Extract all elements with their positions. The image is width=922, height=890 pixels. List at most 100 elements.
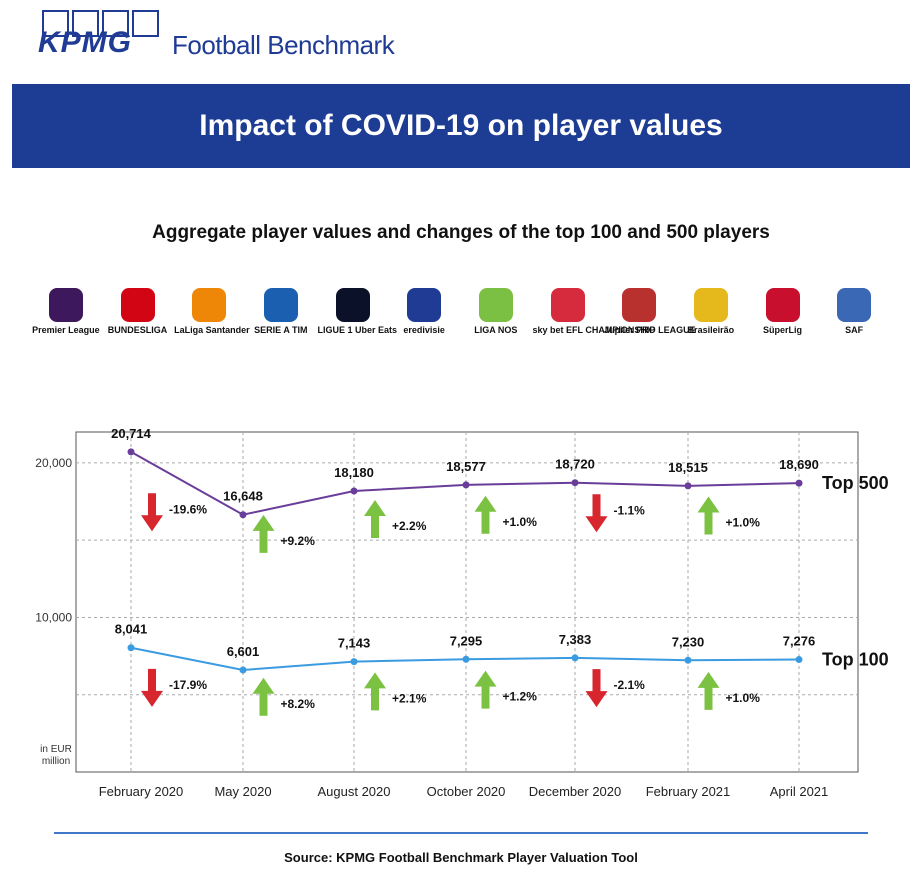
kpmg-boxes-icon: [42, 10, 159, 37]
league-crest-icon: [192, 288, 227, 322]
arrow-up-icon: [364, 672, 386, 711]
data-label: 18,515: [668, 460, 708, 475]
data-point: [571, 479, 579, 487]
change-label: +9.2%: [281, 534, 316, 548]
data-point: [239, 511, 247, 519]
change-label: -17.9%: [169, 678, 207, 692]
data-label: 6,601: [227, 644, 260, 659]
league-name: BUNDESLIGA: [107, 325, 168, 335]
data-label: 18,720: [555, 457, 595, 472]
league-name: LIGA NOS: [474, 325, 518, 335]
league-logo: SERIE A TIM: [246, 288, 316, 335]
league-name: LIGUE 1 Uber Eats: [317, 325, 398, 335]
change-label: +8.2%: [281, 697, 316, 711]
change-label: -2.1%: [614, 678, 646, 692]
data-point: [462, 655, 470, 663]
data-label: 7,143: [338, 636, 371, 651]
y-tick-label: 10,000: [35, 610, 72, 624]
league-crest-icon: [335, 288, 370, 322]
arrow-up-icon: [252, 514, 275, 553]
league-crest-icon: [263, 288, 298, 322]
data-label: 18,577: [446, 459, 486, 474]
y-unit-label-line1: in EUR: [40, 744, 72, 755]
arrow-down-icon: [141, 493, 163, 532]
data-point: [795, 479, 803, 487]
x-tick-label: April 2021: [770, 784, 829, 799]
brand-product: Football Benchmark: [172, 30, 395, 60]
data-label: 20,714: [111, 426, 152, 441]
data-label: 16,648: [223, 489, 263, 504]
data-label: 7,295: [450, 633, 483, 648]
series-name-label: Top 100: [822, 650, 889, 670]
arrow-down-icon: [141, 668, 163, 707]
league-name: LaLiga Santander: [174, 325, 250, 335]
data-label: 18,690: [779, 457, 819, 472]
league-logo: LIGUE 1 Uber Eats: [317, 288, 398, 335]
league-crest-icon: [622, 288, 657, 322]
arrow-up-icon: [697, 496, 720, 535]
arrow-down-icon: [585, 494, 608, 533]
arrow-up-icon: [474, 670, 497, 709]
y-unit-label-line2: million: [42, 756, 70, 767]
league-logo: Brasileirão: [676, 288, 746, 335]
source-note: Source: KPMG Football Benchmark Player V…: [284, 850, 638, 865]
change-label: +2.1%: [392, 691, 427, 705]
x-tick-label: December 2020: [529, 784, 622, 799]
data-label: 7,276: [783, 634, 816, 649]
league-crest-icon: [693, 288, 728, 322]
league-logo: Premier League: [31, 288, 101, 335]
league-logo: BUNDESLIGA: [103, 288, 173, 335]
data-label: 7,230: [672, 634, 705, 649]
league-crest-icon: [120, 288, 155, 322]
league-name: sky bet EFL CHAMPIONSHIP: [532, 325, 656, 335]
series-name-label: Top 500: [822, 473, 889, 493]
league-name: Brasileirão: [687, 325, 735, 335]
league-name: SAF: [845, 325, 864, 335]
x-tick-label: August 2020: [317, 784, 390, 799]
page-title: Impact of COVID-19 on player values: [199, 109, 723, 142]
league-crest-icon: [48, 288, 83, 322]
league-name: eredivisie: [403, 325, 445, 335]
arrow-up-icon: [697, 671, 720, 710]
data-label: 8,041: [115, 622, 148, 637]
data-point: [684, 482, 692, 490]
league-name: Premier League: [32, 325, 100, 335]
league-logo: sky bet EFL CHAMPIONSHIP: [532, 288, 656, 335]
y-tick-label: 20,000: [35, 456, 72, 470]
change-label: +2.2%: [392, 519, 427, 533]
x-tick-label: February 2020: [99, 784, 184, 799]
data-point: [127, 644, 135, 652]
arrow-up-icon: [474, 495, 497, 534]
league-logo: Jupiler PRO LEAGUE: [604, 288, 696, 335]
league-logos: Premier League BUNDESLIGA LaLiga Santander…: [30, 288, 890, 352]
chart-subtitle: Aggregate player values and changes of t…: [152, 222, 770, 243]
arrow-up-icon: [364, 499, 386, 538]
league-logo: SAF: [819, 288, 889, 335]
data-point: [350, 658, 358, 666]
change-label: -1.1%: [614, 503, 646, 517]
brand-name: KPMG: [38, 26, 132, 59]
league-crest-icon: [837, 288, 872, 322]
league-crest-icon: [478, 288, 513, 322]
data-point: [795, 656, 803, 664]
league-crest-icon: [550, 288, 585, 322]
league-logo: eredivisie: [389, 288, 459, 335]
x-tick-label: February 2021: [646, 784, 731, 799]
league-crest-icon: [765, 288, 800, 322]
data-point: [571, 654, 579, 662]
plot-frame: [75, 431, 859, 773]
arrow-up-icon: [252, 677, 275, 716]
x-tick-label: May 2020: [214, 784, 271, 799]
data-point: [684, 656, 692, 664]
league-logo: SüperLig: [748, 288, 818, 335]
change-label: +1.2%: [503, 690, 538, 704]
data-point: [127, 448, 135, 456]
data-point: [239, 666, 247, 674]
league-name: Jupiler PRO LEAGUE: [604, 325, 696, 335]
change-label: +1.0%: [503, 515, 538, 529]
data-label: 7,383: [559, 632, 592, 647]
league-crest-icon: [407, 288, 442, 322]
league-name: SüperLig: [762, 325, 802, 335]
data-point: [350, 487, 358, 495]
